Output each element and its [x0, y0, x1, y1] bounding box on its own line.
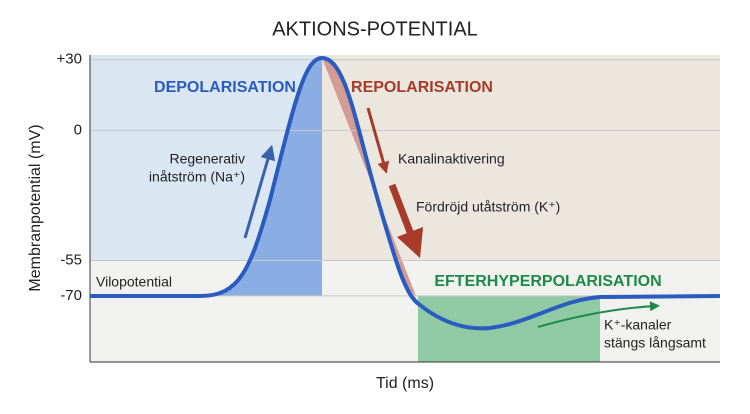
annotation: inåtström (Na⁺): [149, 169, 245, 185]
y-label: Membranpotential (mV): [27, 124, 44, 291]
arrow: [388, 183, 424, 259]
y-tick-label: -55: [60, 251, 82, 268]
annotation: K⁺-kanaler: [604, 317, 672, 333]
y-tick-label: 0: [74, 122, 82, 139]
arrow: [243, 144, 276, 239]
annotation: Kanalinaktivering: [398, 151, 505, 167]
title: AKTIONS-POTENTIAL: [272, 18, 478, 40]
potential-curve: [90, 55, 721, 331]
annotation: stängs långsamt: [604, 335, 706, 351]
phase-label: DEPOLARISATION: [154, 79, 296, 96]
repol-region: [322, 55, 720, 260]
x-label: Tid (ms): [376, 375, 434, 392]
ahp-region: [418, 296, 600, 362]
arrow: [366, 107, 390, 174]
phase-label: EFTERHYPERPOLARISATION: [434, 273, 661, 290]
annotation: Fördröjd utåtström (K⁺): [416, 199, 560, 215]
annotation: Regenerativ: [170, 151, 246, 167]
repol-fill: [322, 58, 416, 296]
y-tick-label: +30: [57, 51, 82, 68]
annotation: Vilopotential: [96, 274, 172, 290]
phase-label: REPOLARISATION: [351, 79, 493, 96]
y-tick-label: -70: [60, 287, 82, 304]
arrow: [537, 301, 660, 328]
